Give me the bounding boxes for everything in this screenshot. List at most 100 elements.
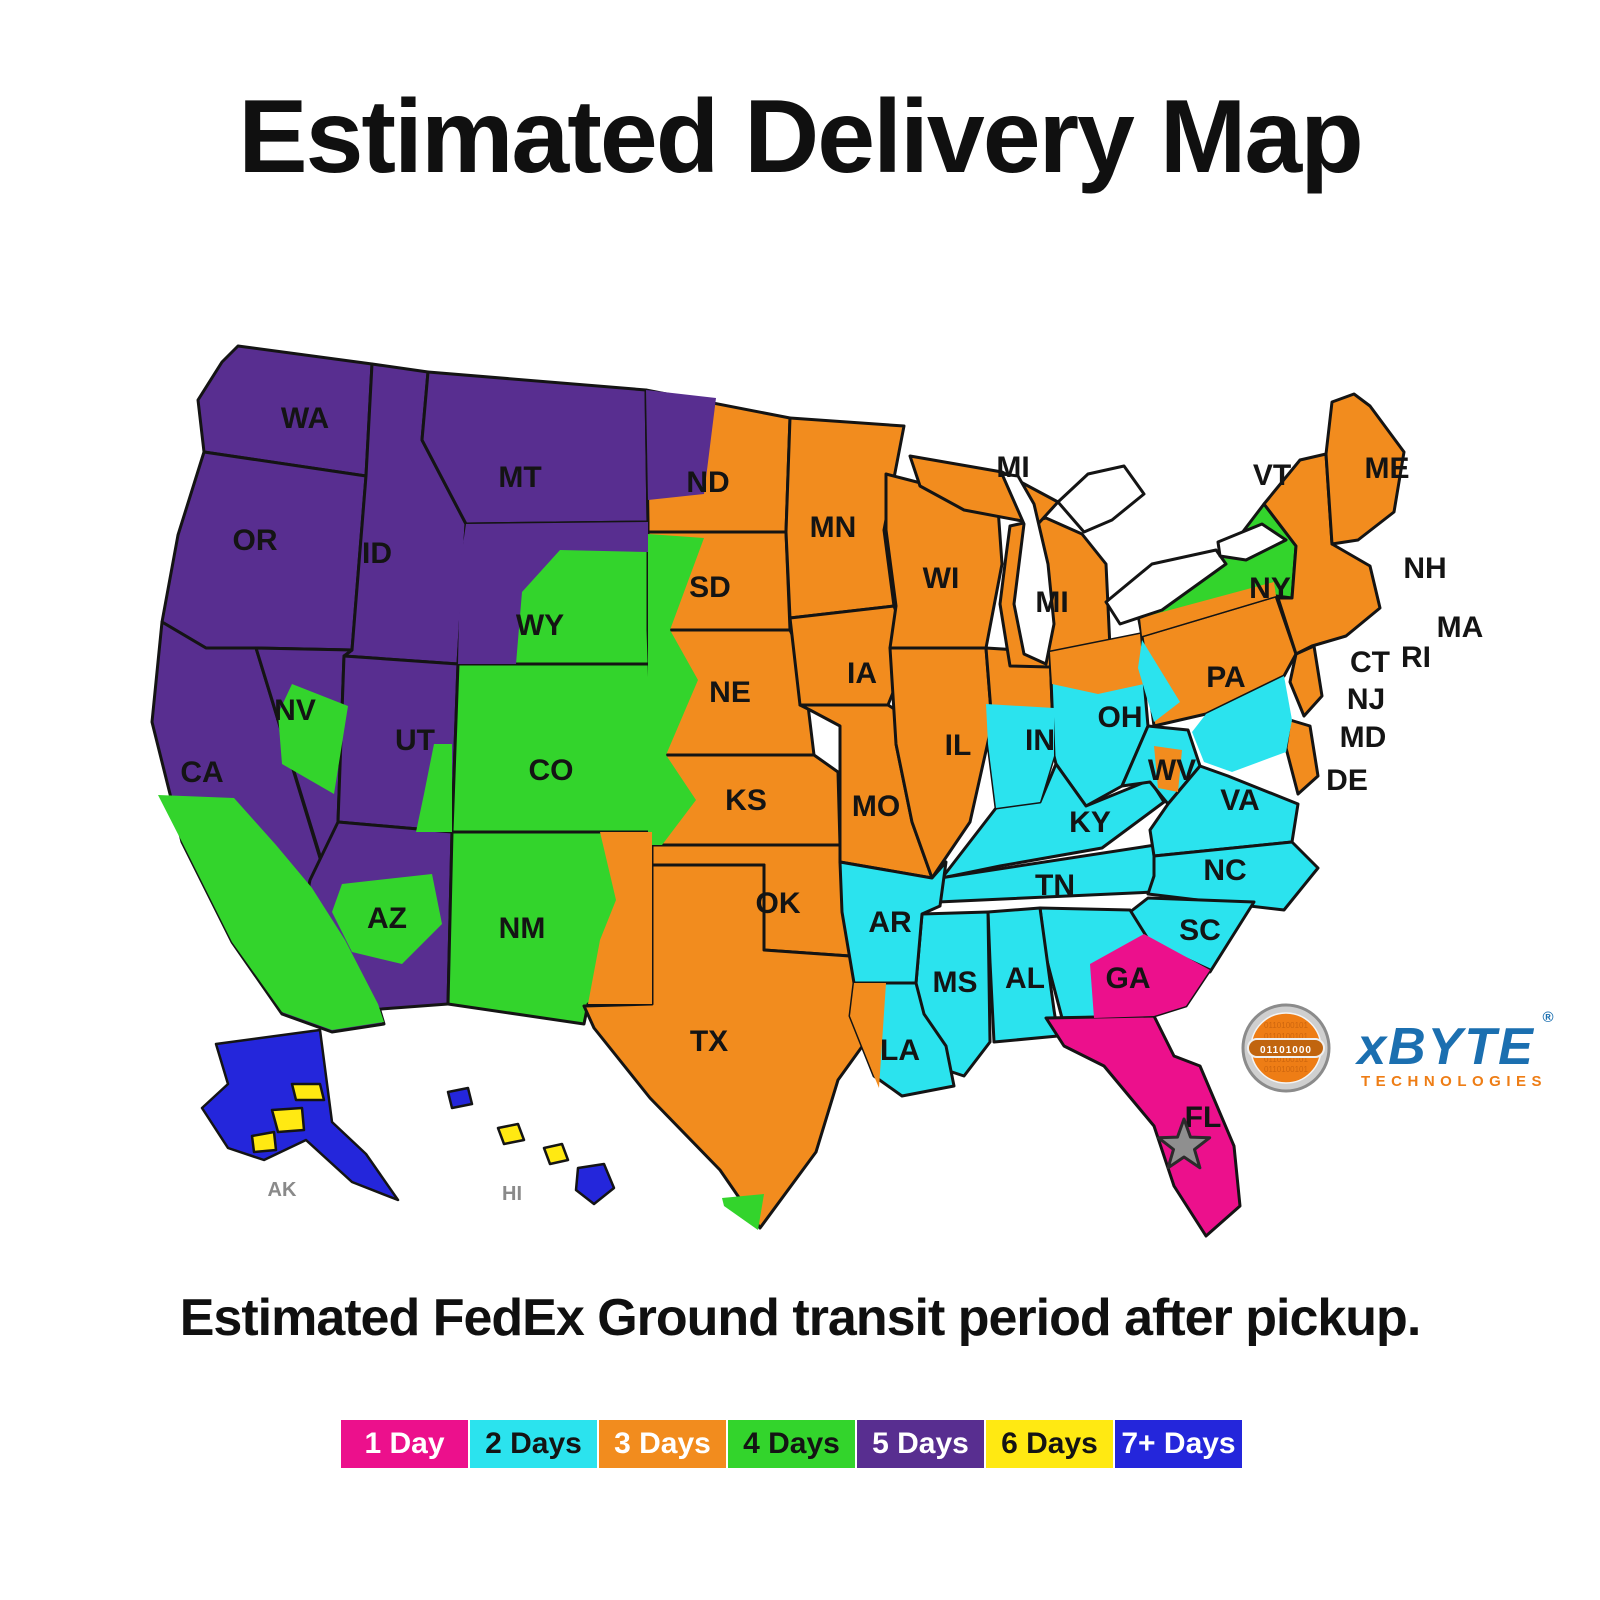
state-label-mi: MI (1035, 586, 1068, 619)
state-label-nc: NC (1203, 854, 1246, 887)
island-ak_patch_3 (250, 1130, 278, 1154)
state-me (1324, 392, 1406, 546)
lake-ontario (1216, 522, 1288, 562)
zone-patch-ny_south (1140, 582, 1276, 636)
state-va (1148, 764, 1300, 858)
zone-patch-in_south (986, 704, 1054, 808)
state-label-la: LA (880, 1034, 920, 1067)
state-label-nm: NM (499, 912, 546, 945)
island-ak_patch_1 (290, 1082, 326, 1102)
zone-patch-md_mainland (1192, 676, 1292, 772)
state-co (450, 662, 654, 834)
state-delmarva (1284, 718, 1320, 796)
zone-patch-wy_nw (458, 522, 648, 664)
zone-patch-la_west (850, 983, 886, 1088)
floating-label-ri: RI (1401, 641, 1431, 674)
logo-sphere-texture-0: 0110100101 (1264, 1021, 1308, 1030)
state-label-wy: WY (516, 609, 564, 642)
island-hi_island_2 (496, 1122, 526, 1146)
state-label-fl: FL (1185, 1101, 1222, 1134)
zone-patch-tx_tip (722, 1194, 764, 1230)
logo-sphere-texture-2: 0110100101 (1264, 1055, 1308, 1064)
state-label-tn: TN (1035, 869, 1075, 902)
origin-star-icon (1156, 1117, 1212, 1170)
state-label-ut: UT (395, 724, 435, 757)
state-label-al: AL (1005, 962, 1045, 995)
state-label-il: IL (945, 729, 972, 762)
state-label-ky: KY (1069, 806, 1111, 839)
floating-label-de: DE (1326, 764, 1368, 797)
floating-label-nj: NJ (1347, 683, 1385, 716)
state-label-ny: NY (1249, 572, 1291, 605)
zone-patch-az_center (332, 874, 442, 964)
state-label-mo: MO (852, 790, 900, 823)
zone-patch-nv_center (278, 684, 348, 794)
state-label-az: AZ (367, 902, 407, 935)
floating-label-nh: NH (1403, 552, 1446, 585)
floating-label-ma: MA (1437, 611, 1484, 644)
zone-patch-nd_nw (646, 390, 716, 500)
logo-brand: xBYTE (1354, 1018, 1535, 1076)
island-hi_island_1 (446, 1086, 474, 1110)
state-label-in: IN (1025, 724, 1055, 757)
zone-patch-ca_south (158, 795, 384, 1030)
state-label-va: VA (1220, 784, 1259, 817)
zone-patch-plains_west (648, 534, 704, 845)
state-tx (582, 863, 882, 1230)
zone-patch-wv_center (1154, 746, 1182, 792)
lake-huron (1056, 464, 1146, 534)
state-label-ms: MS (933, 966, 978, 999)
state-label-ne: NE (709, 676, 751, 709)
legend: 1 Day 2 Days 3 Days 4 Days 5 Days 6 Days 7+ Da… (341, 1420, 1242, 1468)
state-label-nd: ND (686, 466, 729, 499)
floating-label-vt: VT (1253, 459, 1291, 492)
state-ar (838, 860, 948, 985)
state-label-me: ME (1365, 452, 1410, 485)
state-label-ga: GA (1106, 962, 1151, 995)
legend-item-2-day: 2 Days (470, 1420, 597, 1468)
state-mt (420, 370, 650, 526)
logo-tagline: TECHNOLOGIES (1361, 1073, 1547, 1090)
logo-sphere-texture-1: 0110100101 (1264, 1032, 1308, 1041)
zone-patch-nm_east (588, 832, 652, 1004)
legend-item-7plus-day: 7+ Days (1115, 1420, 1242, 1468)
state-nj (1288, 644, 1324, 718)
legend-item-5-day: 5 Days (857, 1420, 984, 1468)
legend-item-3-day: 3 Days (599, 1420, 726, 1468)
legend-item-1-day: 1 Day (341, 1420, 468, 1468)
state-label-pa: PA (1206, 661, 1245, 694)
state-label-mt: MT (498, 461, 541, 494)
state-label-wv: WV (1148, 754, 1196, 787)
legend-item-4-day: 4 Days (728, 1420, 855, 1468)
lake-erie (1104, 548, 1228, 626)
state-label-ks: KS (725, 784, 767, 817)
lake-michigan (1000, 472, 1056, 666)
island-hi_island_3 (542, 1142, 570, 1166)
state-label-wa: WA (281, 402, 329, 435)
state-label-ar: AR (868, 906, 912, 939)
state-label-id: ID (362, 537, 392, 570)
zone-patch-pa_southwest (1138, 640, 1180, 722)
zone-patch-oh_north (1050, 634, 1144, 694)
floating-label-mi: MI (996, 451, 1029, 484)
state-label-sd: SD (689, 571, 731, 604)
state-fl (1044, 1014, 1242, 1238)
logo-band (1247, 1038, 1325, 1058)
legend-item-6-day: 6 Days (986, 1420, 1113, 1468)
state-label-oh: OH (1098, 701, 1143, 734)
floating-label-md: MD (1340, 721, 1387, 754)
page-title: Estimated Delivery Map (238, 79, 1364, 195)
logo-sphere-texture-3: 0110100101 (1264, 1065, 1308, 1074)
zone-patch-ut_east (416, 744, 452, 832)
state-label-mn: MN (810, 511, 857, 544)
state-label-co: CO (529, 754, 574, 787)
state-label-wi: WI (923, 562, 960, 595)
floating-label-hi: HI (502, 1183, 522, 1205)
logo-band-text: 01101000 (1260, 1045, 1312, 1056)
state-label-ok: OK (756, 887, 801, 920)
state-label-ca: CA (180, 756, 223, 789)
page-subtitle: Estimated FedEx Ground transit period af… (179, 1289, 1422, 1347)
floating-label-ak: AK (268, 1179, 297, 1201)
state-label-or: OR (233, 524, 278, 557)
